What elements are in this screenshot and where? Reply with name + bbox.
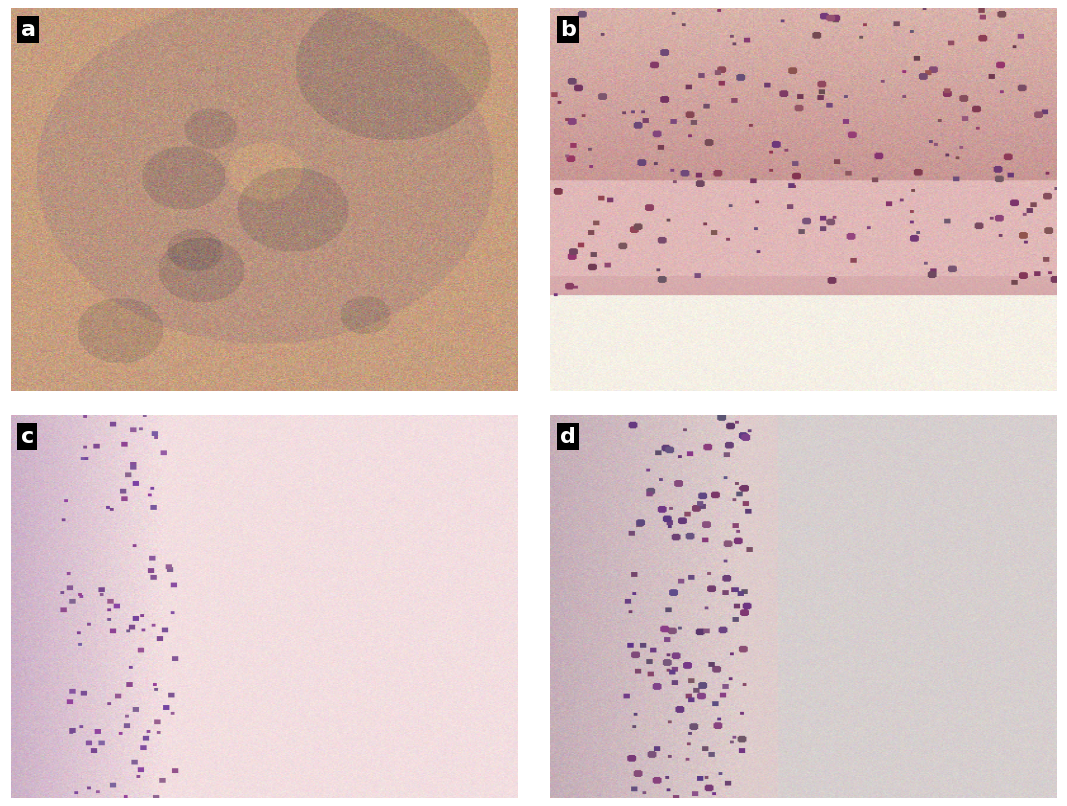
Text: b: b xyxy=(560,19,576,39)
Text: c: c xyxy=(20,426,34,447)
Text: d: d xyxy=(560,426,576,447)
Text: a: a xyxy=(20,19,36,39)
